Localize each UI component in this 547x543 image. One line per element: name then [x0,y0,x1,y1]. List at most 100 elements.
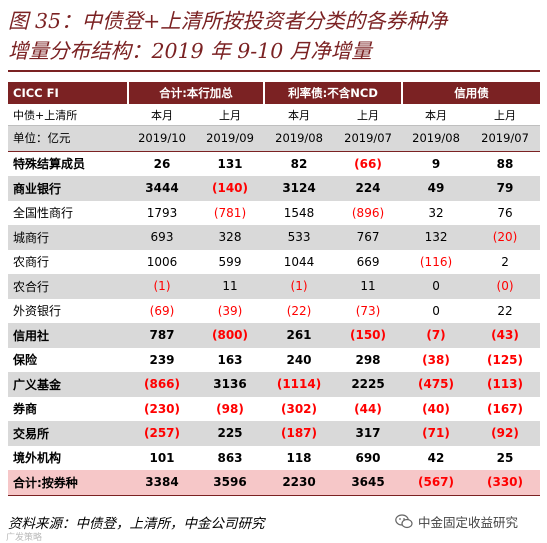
value-cell: 693 [128,225,196,250]
row-label: 商业银行 [8,176,128,201]
sub-header-cell: 上月 [470,104,541,126]
figure-title-line-2: 增量分布结构：2019 年 9-10 月净增量 [8,39,372,63]
value-cell: 3124 [264,176,335,201]
value-cell: (98) [196,396,265,421]
row-label: 券商 [8,396,128,421]
value-cell: 298 [334,347,403,372]
value-cell: 79 [470,176,541,201]
table-row: 商业银行 3444 (140) 3124 224 49 79 [8,176,541,201]
value-cell: 11 [334,274,403,299]
period-cell: 2019/07 [470,125,541,152]
value-cell: 328 [196,225,265,250]
value-cell: 9 [402,151,471,176]
period-cell: 2019/10 [128,125,196,152]
value-cell: 3384 [128,470,196,496]
value-cell: 3444 [128,176,196,201]
table-corner-label: CICC FI [8,82,128,104]
table-row: 农合行 (1) 11 (1) 11 0 (0) [8,274,541,299]
value-cell: 533 [264,225,335,250]
value-cell: (475) [402,372,471,397]
row-label: 交易所 [8,421,128,446]
value-cell: 0 [402,298,471,323]
unit-label: 单位：亿元 [8,125,128,152]
value-cell: 42 [402,445,471,470]
value-cell: 163 [196,347,265,372]
sub-header-label: 中债+上清所 [8,104,128,126]
value-cell: (1114) [264,372,335,397]
value-cell: 1044 [264,249,335,274]
value-cell: 26 [128,151,196,176]
table-row: 农商行 1006 599 1044 669 (116) 2 [8,249,541,274]
value-cell: (71) [402,421,471,446]
value-cell: (150) [334,323,403,348]
value-cell: (66) [334,151,403,176]
value-cell: (230) [128,396,196,421]
table-row: 全国性商行 1793 (781) 1548 (896) 32 76 [8,200,541,225]
watermark-text: 中金固定收益研究 [418,515,519,530]
value-cell: 32 [402,200,471,225]
value-cell: 240 [264,347,335,372]
title-divider [8,70,540,72]
group-header-row: CICC FI 合计:本行加总 利率债:不含NCD 信用债 [8,82,541,104]
table-row: 券商 (230) (98) (302) (44) (40) (167) [8,396,541,421]
table-row: 城商行 693 328 533 767 132 (20) [8,225,541,250]
period-cell: 2019/08 [264,125,335,152]
value-cell: (330) [470,470,541,496]
value-cell: (73) [334,298,403,323]
row-label: 农合行 [8,274,128,299]
watermark: 中金固定收益研究 [395,512,518,531]
row-label: 广义基金 [8,372,128,397]
row-label: 特殊结算成员 [8,151,128,176]
value-cell: 225 [196,421,265,446]
period-cell: 2019/08 [402,125,471,152]
value-cell: 1006 [128,249,196,274]
watermark-small: 广发策略 [6,533,43,543]
value-cell: (40) [402,396,471,421]
value-cell: 2225 [334,372,403,397]
table-row: 境外机构 101 863 118 690 42 25 [8,445,541,470]
value-cell: 1793 [128,200,196,225]
value-cell: 3596 [196,470,265,496]
total-row: 合计:按券种 3384 3596 2230 3645 (567) (330) [8,470,541,496]
figure-title: 图 35：中债登+上清所按投资者分类的各券种净 增量分布结构：2019 年 9-… [8,6,543,66]
value-cell: (125) [470,347,541,372]
table-row: 特殊结算成员 26 131 82 (66) 9 88 [8,151,541,176]
value-cell: (0) [470,274,541,299]
value-cell: 22 [470,298,541,323]
value-cell: (116) [402,249,471,274]
row-label: 外资银行 [8,298,128,323]
row-label: 城商行 [8,225,128,250]
value-cell: 132 [402,225,471,250]
value-cell: (800) [196,323,265,348]
net-increase-table: CICC FI 合计:本行加总 利率债:不含NCD 信用债 中债+上清所 本月 … [8,82,541,496]
value-cell: 239 [128,347,196,372]
sub-header-cell: 本月 [128,104,196,126]
value-cell: (69) [128,298,196,323]
value-cell: (92) [470,421,541,446]
value-cell: 11 [196,274,265,299]
value-cell: (567) [402,470,471,496]
wechat-icon [395,514,413,529]
period-cell: 2019/09 [196,125,265,152]
value-cell: 2 [470,249,541,274]
value-cell: 767 [334,225,403,250]
value-cell: 118 [264,445,335,470]
sub-header-cell: 本月 [402,104,471,126]
value-cell: 49 [402,176,471,201]
value-cell: (39) [196,298,265,323]
sub-header-cell: 上月 [196,104,265,126]
value-cell: 82 [264,151,335,176]
value-cell: (43) [470,323,541,348]
value-cell: (113) [470,372,541,397]
value-cell: 599 [196,249,265,274]
value-cell: (1) [264,274,335,299]
value-cell: 131 [196,151,265,176]
sub-header-cell: 本月 [264,104,335,126]
value-cell: 3645 [334,470,403,496]
value-cell: 261 [264,323,335,348]
row-label: 全国性商行 [8,200,128,225]
value-cell: 690 [334,445,403,470]
group-header-credit-bonds: 信用债 [401,82,541,104]
value-cell: (44) [334,396,403,421]
table-row: 信用社 787 (800) 261 (150) (7) (43) [8,323,541,348]
